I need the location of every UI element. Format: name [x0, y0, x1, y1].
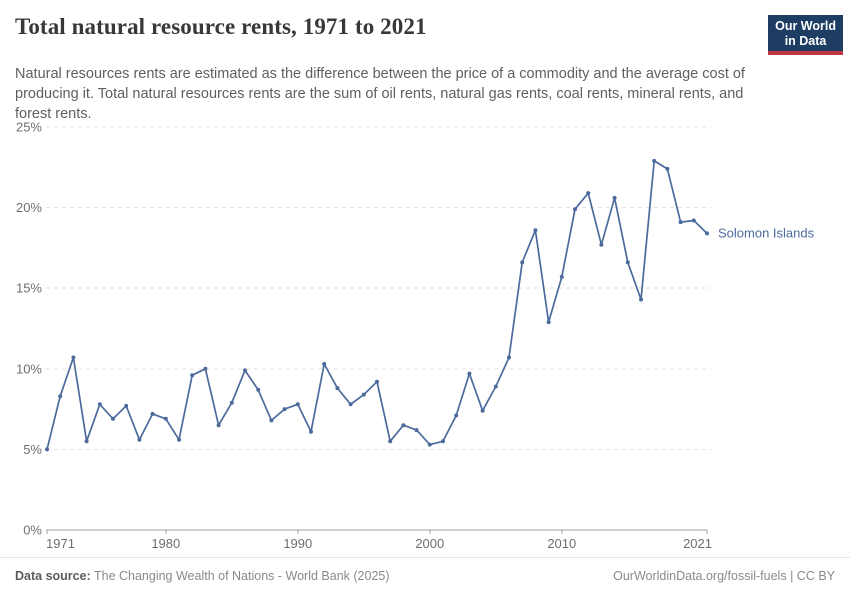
datasource-text: The Changing Wealth of Nations - World B…: [93, 569, 390, 583]
owid-logo-line1: Our World: [775, 19, 836, 33]
data-point[interactable]: [163, 416, 168, 421]
data-point[interactable]: [295, 402, 300, 407]
chart-title: Total natural resource rents, 1971 to 20…: [15, 14, 427, 39]
datasource: Data source: The Changing Wealth of Nati…: [15, 569, 390, 583]
series-line: [46, 160, 708, 451]
series-end-label: Solomon Islands: [718, 225, 815, 240]
data-point[interactable]: [427, 442, 432, 447]
owid-logo[interactable]: Our World in Data: [768, 15, 843, 55]
x-tick-label: 1980: [151, 536, 180, 551]
owid-logo-line2: in Data: [784, 34, 827, 48]
x-tick-label: 1990: [283, 536, 312, 551]
data-point[interactable]: [546, 320, 551, 325]
footer-separator: |: [790, 569, 794, 583]
data-point[interactable]: [45, 447, 49, 452]
data-point[interactable]: [454, 413, 459, 418]
data-point[interactable]: [84, 439, 89, 444]
data-point[interactable]: [243, 368, 247, 373]
y-tick-label: 25%: [16, 120, 42, 135]
data-point[interactable]: [414, 428, 419, 433]
y-tick-label: 0%: [23, 523, 42, 538]
data-point[interactable]: [177, 437, 181, 442]
data-point[interactable]: [361, 392, 366, 397]
data-point[interactable]: [691, 218, 696, 223]
data-point[interactable]: [639, 297, 643, 302]
license-text: CC BY: [796, 569, 835, 583]
data-point[interactable]: [256, 387, 261, 392]
data-point[interactable]: [678, 220, 683, 225]
data-point[interactable]: [58, 394, 63, 399]
data-point[interactable]: [586, 191, 591, 196]
data-point[interactable]: [71, 355, 76, 360]
data-point[interactable]: [203, 366, 208, 371]
data-point[interactable]: [229, 400, 234, 405]
data-point[interactable]: [625, 260, 630, 265]
data-point[interactable]: [401, 423, 406, 428]
data-point[interactable]: [441, 439, 445, 444]
data-point[interactable]: [375, 379, 379, 384]
data-point[interactable]: [573, 207, 577, 212]
y-tick-label: 5%: [23, 442, 42, 457]
data-point[interactable]: [269, 418, 274, 423]
data-point[interactable]: [111, 416, 115, 421]
data-point[interactable]: [507, 355, 511, 360]
data-point[interactable]: [520, 260, 525, 265]
data-point[interactable]: [493, 384, 498, 389]
y-tick-label: 10%: [16, 361, 42, 376]
data-point[interactable]: [309, 429, 313, 434]
data-point[interactable]: [335, 386, 340, 391]
data-point[interactable]: [388, 439, 393, 444]
x-tick-label: 2021: [683, 536, 712, 551]
data-point[interactable]: [282, 407, 287, 412]
data-point[interactable]: [533, 228, 538, 233]
x-tick-label: 2010: [547, 536, 576, 551]
footer-right: OurWorldinData.org/fossil-fuels | CC BY: [613, 569, 835, 583]
x-tick-label: 1971: [46, 536, 75, 551]
line-chart[interactable]: 0% 5% 10% 15% 20% 25% 1971 1980 1990 2000 2010 2021…: [0, 112, 850, 558]
data-point[interactable]: [348, 402, 353, 407]
y-tick-label: 20%: [16, 200, 42, 215]
data-point[interactable]: [97, 402, 102, 407]
data-point[interactable]: [190, 373, 195, 378]
footer: Data source: The Changing Wealth of Nati…: [0, 557, 850, 600]
footer-link[interactable]: OurWorldinData.org/fossil-fuels: [613, 569, 787, 583]
x-tick-label: 2000: [415, 536, 444, 551]
chart-subtitle: Natural resources rents are estimated as…: [15, 66, 745, 122]
y-tick-label: 15%: [16, 281, 42, 296]
data-point[interactable]: [705, 231, 709, 236]
data-point[interactable]: [652, 158, 657, 163]
data-point[interactable]: [480, 408, 485, 413]
data-point[interactable]: [559, 274, 564, 279]
data-point[interactable]: [599, 242, 604, 247]
datasource-label: Data source:: [15, 569, 91, 583]
data-point[interactable]: [150, 411, 155, 416]
data-point[interactable]: [124, 403, 129, 408]
data-point[interactable]: [665, 166, 670, 171]
data-point[interactable]: [612, 195, 617, 200]
data-point[interactable]: [137, 437, 142, 442]
data-point[interactable]: [322, 362, 327, 366]
data-point[interactable]: [216, 423, 221, 428]
data-point[interactable]: [467, 371, 472, 376]
